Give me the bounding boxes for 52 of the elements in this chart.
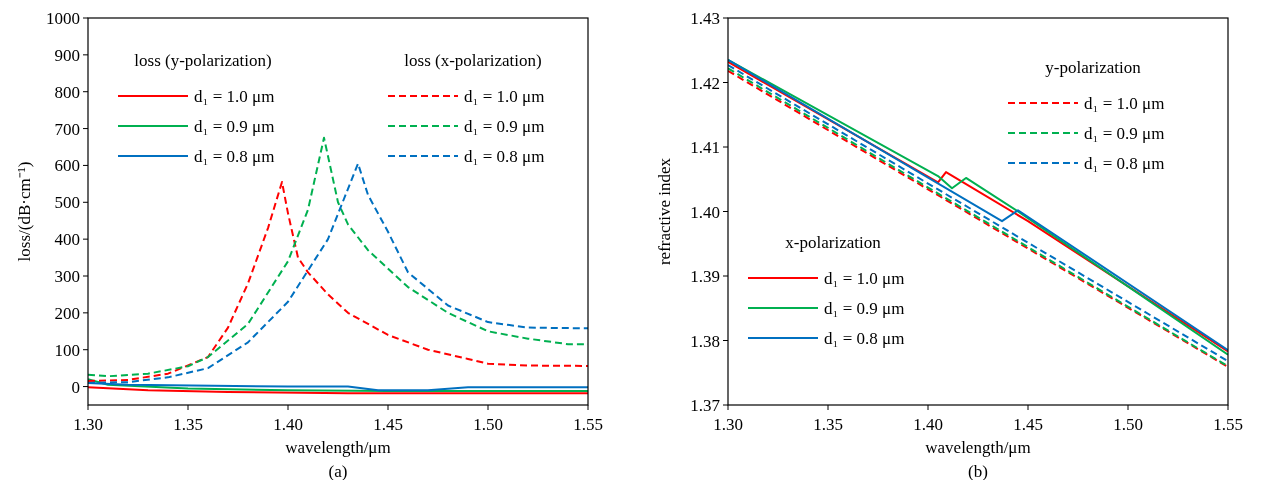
- y-tick-label: 1.42: [690, 73, 720, 93]
- x-axis-title: wavelength/μm: [285, 438, 391, 457]
- y-tick-label: 500: [54, 193, 80, 213]
- x-axis-title: wavelength/μm: [925, 438, 1031, 457]
- legend-label: d₁ = 0.8 μm: [464, 147, 545, 166]
- y-tick-label: 100: [54, 340, 80, 360]
- x-tick-label: 1.30: [73, 415, 103, 434]
- y-tick-label: 0: [71, 377, 80, 397]
- x-tick-label: 1.35: [173, 415, 203, 434]
- y-tick-label: 200: [54, 303, 80, 323]
- y-tick-label: 1.38: [690, 331, 720, 351]
- x-tick-label: 1.35: [813, 415, 843, 434]
- x-tick-label: 1.40: [913, 415, 943, 434]
- legend-label: d₁ = 0.9 μm: [464, 117, 545, 136]
- legend-label: d₁ = 1.0 μm: [194, 87, 275, 106]
- y-tick-label: 1.37: [690, 396, 721, 415]
- legend-label: d₁ = 0.9 μm: [1084, 124, 1165, 143]
- y-tick-label: 1.40: [690, 202, 720, 222]
- x-tick-label: 1.50: [473, 415, 503, 434]
- x-tick-label: 1.30: [713, 415, 743, 434]
- legend-label: d₁ = 0.8 μm: [1084, 154, 1165, 173]
- x-tick-label: 1.45: [373, 415, 403, 434]
- text: (a): [328, 462, 348, 481]
- x-tick-label: 1.50: [1113, 415, 1143, 434]
- y-tick-label: 1.41: [690, 138, 720, 157]
- x-tick-label: 1.55: [573, 415, 603, 434]
- y-tick-label: 600: [54, 156, 80, 176]
- y-tick-label: 400: [54, 230, 80, 250]
- y-axis-title: refractive index: [655, 157, 674, 266]
- y-tick-label: 300: [54, 267, 80, 286]
- y-tick-label: 900: [54, 45, 80, 65]
- legend-label: d₁ = 0.9 μm: [824, 299, 905, 318]
- y-axis-title: loss/(dB·cm⁻¹): [15, 161, 34, 262]
- y-tick-label: 1000: [46, 9, 80, 28]
- y-tick-label: 800: [54, 82, 80, 102]
- text: (b): [968, 462, 988, 481]
- x-tick-label: 1.55: [1213, 415, 1243, 434]
- legend-label: d₁ = 0.8 μm: [194, 147, 275, 166]
- legend-label: d₁ = 1.0 μm: [1084, 94, 1165, 113]
- x-tick-label: 1.40: [273, 415, 303, 434]
- legend-label: d₁ = 0.8 μm: [824, 329, 905, 348]
- annotation: loss (x-polarization): [404, 51, 542, 70]
- legend-label: d₁ = 0.9 μm: [194, 117, 275, 136]
- legend-label: d₁ = 1.0 μm: [464, 87, 545, 106]
- x-tick-label: 1.45: [1013, 415, 1043, 434]
- y-tick-label: 1.43: [690, 9, 720, 28]
- legend-label: d₁ = 1.0 μm: [824, 269, 905, 288]
- annotation: loss (y-polarization): [134, 51, 272, 70]
- annotation: x-polarization: [785, 233, 882, 252]
- annotation: y-polarization: [1045, 58, 1142, 77]
- y-tick-label: 700: [54, 119, 80, 139]
- y-tick-label: 1.39: [690, 267, 720, 286]
